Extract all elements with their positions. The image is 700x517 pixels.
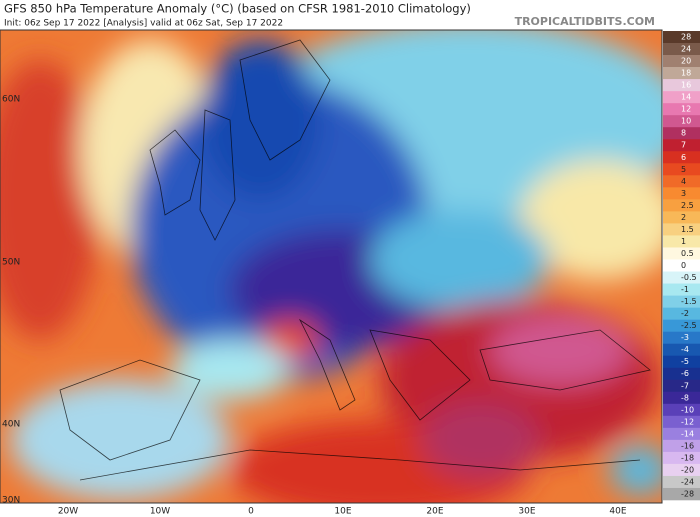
colorbar-label: 1 xyxy=(681,237,686,246)
colorbar-swatch xyxy=(663,115,700,128)
colorbar-swatch xyxy=(663,475,700,489)
map-frame xyxy=(0,29,663,504)
lat-label: 60N xyxy=(2,95,20,105)
lon-label: 40E xyxy=(609,507,626,517)
colorbar-swatch xyxy=(663,247,700,260)
lon-label: 30E xyxy=(518,507,535,517)
colorbar-label: -5 xyxy=(681,357,689,366)
colorbar-label: 4 xyxy=(681,177,686,186)
colorbar-swatch xyxy=(663,331,700,344)
colorbar-swatch xyxy=(663,451,700,465)
colorbar-label: -16 xyxy=(681,441,694,450)
colorbar-label: 0.5 xyxy=(681,249,694,258)
colorbar-label: -18 xyxy=(681,453,694,462)
colorbar-swatch xyxy=(663,163,700,176)
lon-label: 20E xyxy=(426,507,443,517)
colorbar-label: -20 xyxy=(681,465,694,474)
colorbar-swatch xyxy=(663,139,700,152)
colorbar-label: 24 xyxy=(681,45,691,54)
colorbar-label: 0 xyxy=(681,261,686,270)
watermark: TROPICALTIDBITS.COM xyxy=(515,15,655,28)
colorbar-label: 3 xyxy=(681,189,686,198)
colorbar-swatch xyxy=(663,487,700,501)
colorbar-swatch xyxy=(663,427,700,441)
colorbar-label: 2 xyxy=(681,213,686,222)
colorbar-label: -6 xyxy=(681,369,689,378)
colorbar-swatch xyxy=(663,127,700,140)
colorbar-swatch xyxy=(663,259,700,272)
colorbar-swatch xyxy=(663,319,700,332)
colorbar-label: -2.5 xyxy=(681,321,697,330)
colorbar-swatch xyxy=(663,31,700,44)
lon-label: 10E xyxy=(334,507,351,517)
colorbar-swatch xyxy=(663,463,700,477)
colorbar-swatch xyxy=(663,343,700,356)
lat-label: 50N xyxy=(2,258,20,268)
colorbar-label: 16 xyxy=(681,81,691,90)
colorbar-swatch xyxy=(663,91,700,104)
colorbar-swatch xyxy=(663,415,700,429)
colorbar-swatch xyxy=(663,367,700,381)
colorbar-swatch xyxy=(663,403,700,417)
colorbar-swatch xyxy=(663,175,700,188)
colorbar-label: 2.5 xyxy=(681,201,694,210)
lon-label: 20W xyxy=(58,507,78,517)
colorbar-label: 7 xyxy=(681,141,686,150)
colorbar-label: -24 xyxy=(681,477,694,486)
colorbar-swatch xyxy=(663,307,700,320)
lat-label: 40N xyxy=(2,420,20,430)
lat-label: 30N xyxy=(2,496,20,506)
colorbar-label: -7 xyxy=(681,381,689,390)
colorbar-swatch xyxy=(663,103,700,116)
colorbar-swatch xyxy=(663,79,700,92)
lon-label: 0 xyxy=(248,507,254,517)
map xyxy=(0,30,662,503)
colorbar: 28 24 20 18 16 14 12 10 8 7 6 5 4 3 2.5 2 1.5 1 0.5 0 -0.5 -1… xyxy=(663,31,700,501)
colorbar-label: -0.5 xyxy=(681,273,697,282)
colorbar-label: 18 xyxy=(681,69,691,78)
colorbar-swatch xyxy=(663,223,700,236)
colorbar-label: 8 xyxy=(681,129,686,138)
colorbar-label: 20 xyxy=(681,57,691,66)
colorbar-label: -8 xyxy=(681,393,689,402)
colorbar-label: -3 xyxy=(681,333,689,342)
title: GFS 850 hPa Temperature Anomaly (°C) (ba… xyxy=(4,2,471,16)
colorbar-label: -12 xyxy=(681,417,694,426)
colorbar-swatch xyxy=(663,151,700,164)
colorbar-label: 5 xyxy=(681,165,686,174)
colorbar-swatch xyxy=(663,43,700,56)
colorbar-label: 28 xyxy=(681,33,691,42)
colorbar-swatch xyxy=(663,199,700,212)
colorbar-label: -28 xyxy=(681,489,694,498)
colorbar-swatch xyxy=(663,187,700,200)
subtitle: Init: 06z Sep 17 2022 [Analysis] valid a… xyxy=(4,19,283,29)
colorbar-swatch xyxy=(663,283,700,296)
colorbar-swatch xyxy=(663,211,700,224)
colorbar-label: -14 xyxy=(681,429,694,438)
colorbar-label: -4 xyxy=(681,345,689,354)
colorbar-swatch xyxy=(663,439,700,453)
colorbar-label: -2 xyxy=(681,309,689,318)
colorbar-label: 1.5 xyxy=(681,225,694,234)
colorbar-swatch xyxy=(663,391,700,405)
colorbar-swatch xyxy=(663,295,700,308)
lon-label: 10W xyxy=(150,507,170,517)
colorbar-swatch xyxy=(663,235,700,248)
colorbar-label: 10 xyxy=(681,117,691,126)
colorbar-label: -1.5 xyxy=(681,297,697,306)
colorbar-swatch xyxy=(663,55,700,68)
colorbar-label: 12 xyxy=(681,105,691,114)
colorbar-label: 6 xyxy=(681,153,686,162)
colorbar-label: 14 xyxy=(681,93,691,102)
colorbar-swatch xyxy=(663,379,700,393)
colorbar-swatch xyxy=(663,355,700,369)
colorbar-label: -1 xyxy=(681,285,689,294)
colorbar-swatch xyxy=(663,67,700,80)
colorbar-label: -10 xyxy=(681,405,694,414)
colorbar-swatch xyxy=(663,271,700,284)
